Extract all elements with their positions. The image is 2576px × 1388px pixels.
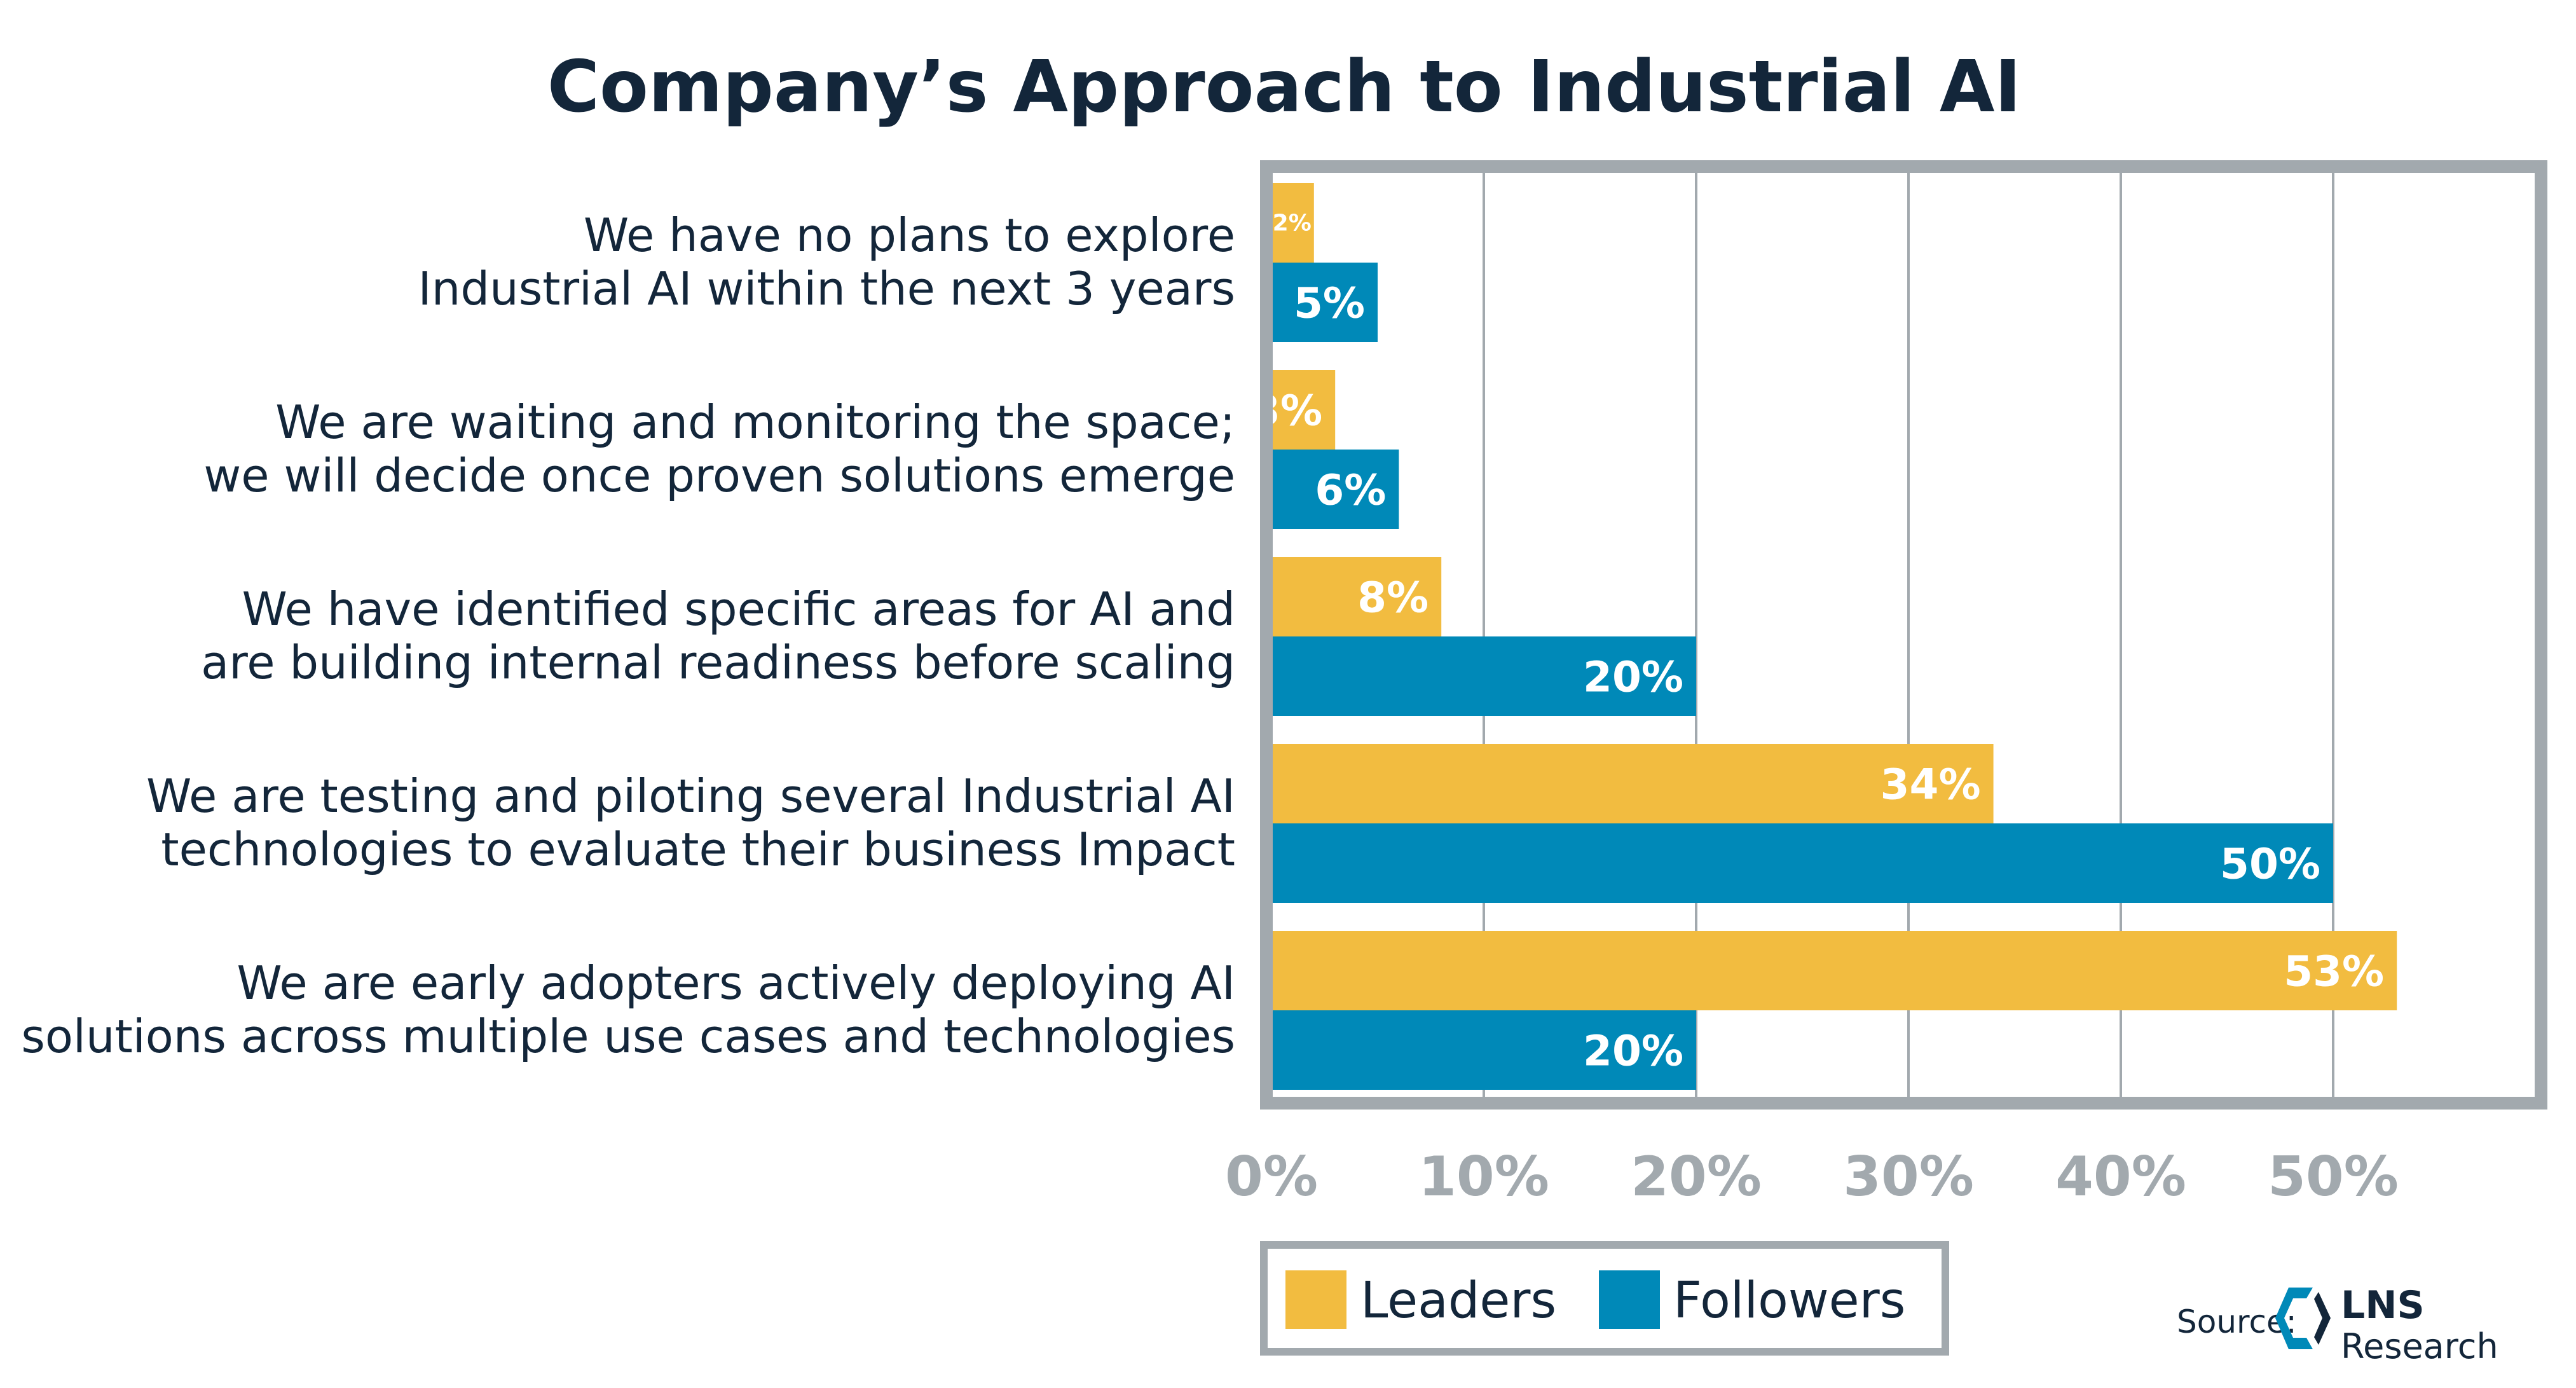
legend: Leaders Followers	[1260, 1241, 1949, 1356]
x-tick-label: 20%	[1631, 1145, 1762, 1209]
data-label: 50%	[2220, 840, 2320, 889]
legend-swatch-leaders	[1285, 1270, 1346, 1329]
bar-leaders	[1271, 744, 1994, 823]
lns-logo-icon	[2275, 1288, 2331, 1349]
category-label: solutions across multiple use cases and …	[21, 1010, 1235, 1063]
x-tick-label: 0%	[1225, 1145, 1318, 1209]
data-label: 8%	[1357, 574, 1428, 622]
category-label: We have identified specific areas for AI…	[242, 582, 1235, 636]
category-label: Industrial AI within the next 3 years	[418, 262, 1236, 315]
category-label: We are waiting and monitoring the space;	[275, 395, 1235, 449]
data-label: 53%	[2284, 947, 2384, 996]
x-tick-label: 30%	[1843, 1145, 1974, 1209]
x-tick-label: 10%	[1418, 1145, 1549, 1209]
logo-text-lns: LNS	[2341, 1283, 2425, 1328]
data-label: 5%	[1294, 279, 1365, 328]
category-label: technologies to evaluate their business …	[161, 823, 1235, 876]
legend-swatch-followers	[1599, 1270, 1660, 1329]
category-label: We have no plans to explore	[584, 209, 1235, 262]
category-label: are building internal readiness before s…	[201, 636, 1235, 689]
source-label: Source:	[2177, 1303, 2297, 1340]
bar-followers	[1271, 263, 1378, 342]
bar-followers	[1271, 1010, 1696, 1090]
bar-followers	[1271, 450, 1399, 529]
legend-label-followers: Followers	[1673, 1272, 1905, 1330]
x-tick-label: 50%	[2268, 1145, 2399, 1209]
data-label: 20%	[1583, 1027, 1683, 1076]
legend-label-leaders: Leaders	[1360, 1272, 1556, 1330]
bar-followers	[1271, 636, 1696, 716]
bar-leaders	[1271, 183, 1314, 263]
bar-followers	[1271, 823, 2333, 903]
bar-leaders	[1271, 931, 2397, 1010]
plot-frame	[1260, 160, 2547, 1110]
data-label: 20%	[1583, 653, 1683, 702]
source-credit: Source: LNS Research	[2177, 1283, 2498, 1366]
category-label: We are early adopters actively deploying…	[236, 956, 1235, 1010]
bar-leaders	[1271, 557, 1442, 636]
x-axis-ticks: 0% 10% 20% 30% 40% 50%	[1225, 1145, 2399, 1209]
data-label: 2%	[1273, 210, 1312, 237]
logo-text-research: Research	[2341, 1326, 2498, 1366]
category-label: We are testing and piloting several Indu…	[146, 769, 1235, 823]
data-label: 6%	[1315, 466, 1386, 515]
bar-leaders	[1271, 370, 1336, 450]
category-label: we will decide once proven solutions eme…	[203, 449, 1235, 502]
data-label: 34%	[1881, 760, 1981, 809]
bars: 2%3%8%34%53%5%6%20%50%20%	[1251, 183, 2397, 1090]
chart-title: Company’s Approach to Industrial AI	[547, 46, 2021, 128]
x-tick-label: 40%	[2055, 1145, 2186, 1209]
